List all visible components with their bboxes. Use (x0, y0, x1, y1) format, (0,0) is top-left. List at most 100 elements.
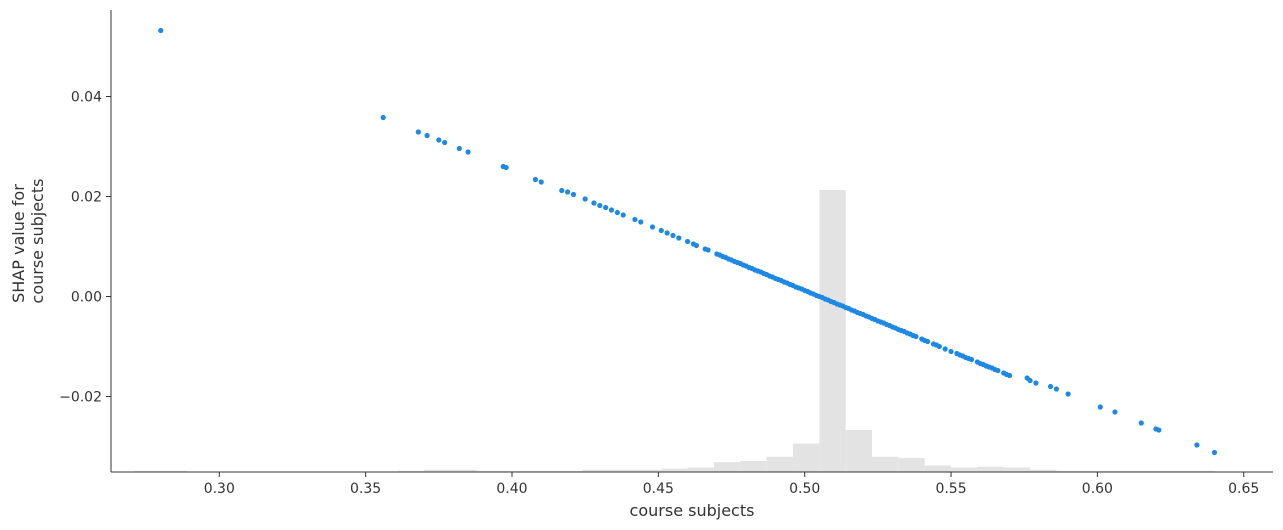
x-tick-label: 0.50 (789, 481, 820, 497)
x-tick-label: 0.30 (204, 481, 235, 497)
histogram-bar (1188, 470, 1215, 472)
data-point (424, 132, 430, 139)
data-point (1027, 377, 1033, 384)
data-point (942, 346, 948, 352)
data-point (705, 247, 711, 253)
data-point (936, 343, 942, 350)
data-point (1033, 380, 1039, 386)
x-tick-label: 0.40 (496, 481, 527, 497)
histogram-bar (634, 469, 662, 472)
histogram-bar (450, 469, 477, 472)
data-point (685, 238, 691, 245)
data-point (632, 216, 638, 223)
histogram-bar (555, 470, 583, 472)
x-tick-label: 0.55 (935, 481, 966, 497)
histogram-bar (792, 443, 820, 472)
data-point (1006, 372, 1013, 379)
data-point (995, 367, 1001, 374)
y-axis-label-line-1: SHAP value for (9, 184, 28, 303)
data-point (658, 227, 664, 234)
x-axis-label: course subjects (630, 501, 755, 520)
y-axis-label-line-2: course subjects (28, 179, 47, 304)
histogram-bar (1030, 469, 1057, 472)
histogram-bar (713, 462, 741, 472)
histogram-bar (1056, 470, 1083, 472)
histogram-bar (582, 469, 609, 472)
y-ticks: 0.04 0.02 0.00 −0.02 (59, 90, 111, 406)
data-point (670, 232, 676, 239)
data-point (1112, 409, 1118, 415)
histogram-bar (898, 457, 925, 472)
histogram-bar (872, 456, 899, 472)
histogram-layer (134, 190, 1215, 472)
data-point (442, 139, 448, 146)
x-tick-label: 0.35 (350, 481, 381, 497)
data-point (925, 338, 931, 345)
points-layer (158, 27, 1218, 456)
y-tick-label: 0.00 (71, 290, 102, 306)
x-tick-label: 0.60 (1082, 481, 1113, 497)
data-point (614, 209, 620, 216)
data-point (597, 202, 603, 209)
histogram-bar (160, 470, 188, 472)
data-point (591, 200, 597, 206)
data-point (532, 176, 539, 183)
data-point (676, 235, 682, 241)
data-point (1138, 420, 1144, 426)
data-point (1065, 391, 1071, 397)
histogram-bar (608, 469, 635, 472)
data-point (948, 348, 954, 355)
data-point (570, 191, 577, 198)
y-tick-label: 0.04 (71, 90, 102, 106)
histogram-bar (1082, 470, 1110, 472)
histogram-bar (1161, 470, 1189, 472)
data-point (503, 164, 509, 171)
histogram-bar (1109, 470, 1136, 472)
data-point (664, 230, 670, 236)
data-point (620, 212, 626, 218)
y-axis-label: SHAP value for course subjects (9, 179, 47, 304)
x-ticks: 0.30 0.35 0.40 0.45 0.50 0.55 0.60 0.65 (204, 472, 1259, 497)
data-point (1211, 449, 1218, 456)
y-tick-label: 0.02 (71, 190, 102, 206)
data-point (968, 356, 975, 363)
histogram-bar (476, 470, 504, 472)
histogram-bar (397, 470, 425, 472)
data-point (1194, 442, 1200, 448)
data-point (1156, 427, 1162, 433)
data-point (559, 187, 565, 194)
histogram-bar (661, 468, 688, 472)
histogram-bar (977, 466, 1004, 472)
histogram-bar (1135, 470, 1162, 472)
data-point (603, 204, 609, 211)
data-point (158, 27, 164, 34)
histogram-bar (845, 429, 872, 472)
histogram-bar (529, 470, 556, 472)
data-point (1053, 386, 1060, 392)
histogram-bar (766, 456, 793, 472)
histogram-bar (424, 469, 451, 472)
data-point (1047, 383, 1054, 390)
data-point (436, 137, 442, 143)
histogram-bar (687, 467, 714, 472)
histogram-bar (1003, 467, 1031, 472)
x-tick-label: 0.65 (1228, 481, 1259, 497)
data-point (693, 242, 699, 249)
data-point (1097, 404, 1103, 410)
data-point (638, 219, 644, 225)
data-point (649, 224, 656, 230)
histogram-bar (951, 467, 978, 472)
data-point (608, 207, 615, 213)
x-tick-label: 0.45 (643, 481, 674, 497)
data-point (538, 179, 544, 185)
histogram-bar (740, 461, 767, 472)
data-point (913, 333, 919, 340)
data-point (565, 189, 571, 195)
axes-layer (110, 10, 1273, 473)
data-point (582, 196, 588, 202)
data-point (456, 145, 462, 152)
data-point (465, 149, 471, 155)
histogram-bar (134, 470, 161, 472)
data-point (415, 129, 421, 135)
